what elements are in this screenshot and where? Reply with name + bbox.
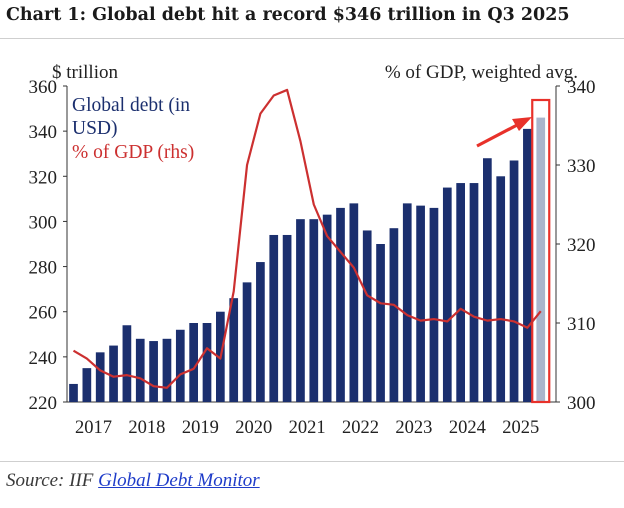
gdp-ratio-line bbox=[72, 88, 542, 389]
left-tick-label: 300 bbox=[29, 212, 58, 233]
debt-bar bbox=[189, 323, 198, 402]
debt-bar bbox=[416, 205, 425, 402]
debt-bar bbox=[175, 329, 185, 402]
x-tick-label: 2022 bbox=[342, 418, 379, 438]
debt-bar bbox=[429, 207, 439, 402]
highlight-box bbox=[531, 98, 551, 404]
left-tick-label: 260 bbox=[29, 303, 58, 324]
right-axis-label: % of GDP, weighted avg. bbox=[385, 62, 578, 83]
source-note: Source: IIF Global Debt Monitor bbox=[6, 470, 260, 492]
debt-bar bbox=[336, 207, 345, 402]
debt-bar bbox=[109, 345, 118, 402]
right-tick-label: 320 bbox=[567, 235, 596, 256]
right-tick-label: 330 bbox=[567, 156, 596, 177]
debt-bar bbox=[122, 325, 132, 402]
x-tick-label: 2023 bbox=[395, 418, 432, 438]
debt-chart: 220 240 260 280 300 320 340 360 300 310 320 330 340 2… bbox=[29, 62, 596, 438]
source-link[interactable]: Global Debt Monitor bbox=[98, 470, 260, 491]
left-tick-label: 280 bbox=[29, 258, 58, 279]
right-tick-label: 310 bbox=[567, 314, 596, 335]
debt-bar bbox=[296, 219, 305, 402]
legend-gdp-label: % of GDP (rhs) bbox=[72, 142, 194, 163]
source-prefix: Source: IIF bbox=[6, 470, 99, 491]
debt-bar bbox=[95, 352, 105, 402]
debt-bar bbox=[523, 128, 532, 402]
debt-bar bbox=[162, 338, 172, 402]
debt-bar bbox=[322, 214, 332, 402]
left-axis-label: $ trillion bbox=[52, 62, 118, 83]
legend-debt-label-line2: USD) bbox=[72, 118, 118, 139]
debt-bar bbox=[202, 323, 212, 402]
debt-bar bbox=[376, 244, 385, 402]
debt-bar bbox=[229, 298, 239, 402]
debt-bar bbox=[309, 219, 319, 402]
debt-bar bbox=[483, 158, 492, 402]
debt-bar bbox=[362, 230, 372, 402]
debt-bar bbox=[149, 341, 158, 402]
debt-bar bbox=[282, 234, 292, 402]
debt-bar bbox=[442, 187, 452, 402]
debt-bar bbox=[402, 203, 412, 402]
debt-bar bbox=[456, 183, 465, 402]
right-tick-label: 300 bbox=[567, 393, 596, 414]
debt-bar bbox=[82, 368, 92, 402]
chart-title: Chart 1: Global debt hit a record $346 t… bbox=[6, 5, 570, 25]
left-tick-label: 240 bbox=[29, 348, 58, 369]
left-tick-label: 220 bbox=[29, 393, 58, 414]
left-tick-label: 360 bbox=[29, 77, 58, 98]
debt-bar bbox=[496, 176, 506, 402]
highlight-arrow-shaft bbox=[476, 122, 520, 148]
debt-bar bbox=[349, 203, 359, 402]
right-tick-label: 340 bbox=[567, 77, 596, 98]
legend-debt-label-line1: Global debt (in bbox=[72, 95, 190, 116]
x-tick-label: 2025 bbox=[502, 418, 539, 438]
highlight-arrowhead bbox=[512, 117, 532, 131]
debt-bar bbox=[389, 228, 399, 402]
x-tick-label: 2018 bbox=[128, 418, 165, 438]
bottom-divider bbox=[0, 461, 624, 462]
left-tick-label: 320 bbox=[29, 167, 58, 188]
x-tick-label: 2024 bbox=[449, 418, 486, 438]
debt-bar bbox=[69, 383, 78, 402]
debt-bar bbox=[469, 183, 479, 402]
debt-bar bbox=[242, 282, 252, 402]
debt-bar bbox=[135, 338, 145, 402]
left-tick-label: 340 bbox=[29, 122, 58, 143]
debt-bar bbox=[269, 234, 279, 402]
debt-bar bbox=[256, 262, 265, 402]
debt-bar bbox=[509, 160, 519, 402]
x-tick-label: 2021 bbox=[289, 418, 326, 438]
top-divider bbox=[0, 38, 624, 39]
x-tick-label: 2017 bbox=[75, 418, 112, 438]
debt-bar bbox=[536, 117, 546, 402]
x-tick-label: 2019 bbox=[182, 418, 219, 438]
x-tick-label: 2020 bbox=[235, 418, 272, 438]
